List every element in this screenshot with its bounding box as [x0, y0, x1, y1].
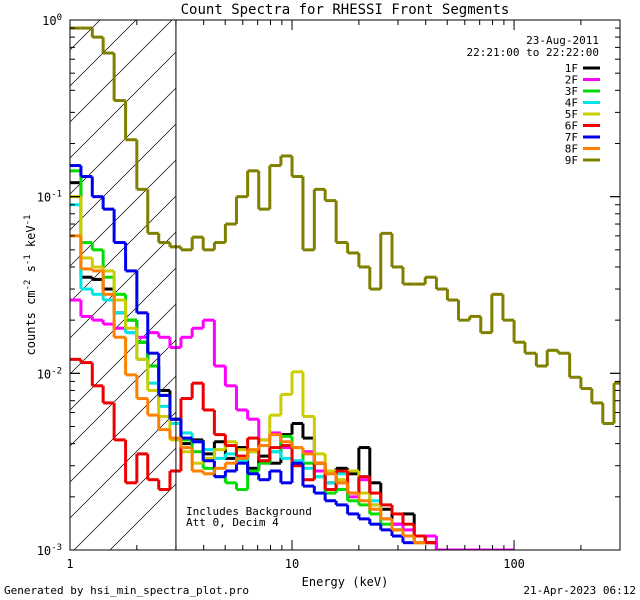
legend-label-6F: 6F — [565, 120, 578, 133]
y-tick-label: 100 — [42, 13, 62, 28]
hatch-line — [70, 87, 176, 195]
legend-label-2F: 2F — [565, 74, 578, 87]
legend-label-8F: 8F — [565, 143, 578, 156]
legend-label-3F: 3F — [565, 85, 578, 98]
annotation-attenuator: Att 0, Decim 4 — [186, 516, 279, 529]
footer-generated-by: Generated by hsi_min_spectra_plot.pro — [4, 584, 249, 597]
legend-label-9F: 9F — [565, 154, 578, 167]
series-layer — [70, 26, 620, 550]
legend-label-4F: 4F — [565, 97, 578, 110]
hatch-line — [70, 20, 173, 123]
hatch-line — [70, 339, 176, 447]
y-tick-label: 10-2 — [37, 366, 62, 381]
hatch-line — [70, 159, 176, 267]
hatch-line — [70, 411, 176, 519]
x-tick-label: 1 — [66, 557, 73, 571]
hatch-line — [70, 123, 176, 231]
footer-timestamp: 21-Apr-2023 06:12 — [523, 584, 636, 597]
chart-date: 23-Aug-2011 — [526, 34, 599, 47]
legend-label-5F: 5F — [565, 108, 578, 121]
annotation-background: Includes Background — [186, 505, 312, 518]
axes: 1 10 100 100 10-1 10-2 10-3 — [37, 13, 621, 571]
chart-title: Count Spectra for RHESSI Front Segments — [181, 2, 510, 18]
x-tick-label: 100 — [503, 557, 525, 571]
legend-label-7F: 7F — [565, 131, 578, 144]
series-7F — [70, 164, 414, 545]
hatch-line — [70, 375, 176, 483]
x-tick-label: 10 — [285, 557, 299, 571]
hatch-line — [70, 267, 176, 375]
hatch-line — [70, 195, 176, 303]
series-1F — [70, 181, 459, 550]
series-8F — [70, 234, 426, 545]
y-tick-label: 10-1 — [37, 190, 62, 205]
plot-frame — [69, 19, 621, 551]
hatch-line — [70, 231, 176, 339]
chart-time-range: 22:21:00 to 22:22:00 — [467, 46, 599, 59]
series-9F — [70, 26, 620, 426]
legend-label-1F: 1F — [565, 62, 578, 75]
hatch-line — [73, 447, 176, 550]
y-axis-label: counts cm-2 s-1 keV-1 — [23, 215, 38, 356]
x-axis-label: Energy (keV) — [302, 575, 389, 589]
hatch-line — [70, 51, 176, 159]
hatch-line — [109, 483, 176, 550]
y-tick-label: 10-3 — [37, 543, 62, 558]
hatch-line — [70, 303, 176, 411]
